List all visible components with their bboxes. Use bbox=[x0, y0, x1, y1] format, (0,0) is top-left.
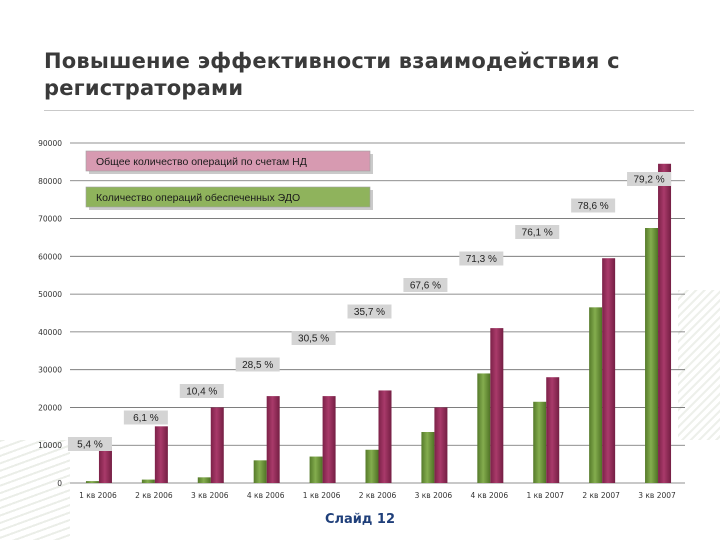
percent-label: 5,4 % bbox=[77, 440, 103, 451]
bar-total bbox=[322, 396, 336, 483]
y-tick-label: 70000 bbox=[38, 215, 62, 224]
decorative-pattern-left bbox=[0, 440, 70, 540]
bar-edo bbox=[589, 307, 603, 483]
x-tick-label: 4 кв 2006 bbox=[247, 491, 285, 500]
legend-edo-box bbox=[85, 186, 371, 208]
bar-total bbox=[378, 390, 392, 483]
bar-edo bbox=[141, 479, 155, 483]
y-tick-label: 20000 bbox=[38, 403, 62, 412]
percent-label: 79,2 % bbox=[633, 175, 664, 186]
bar-total bbox=[98, 447, 112, 483]
bar-total bbox=[210, 407, 224, 483]
percent-label-box bbox=[179, 384, 224, 398]
decorative-pattern bbox=[678, 290, 720, 440]
percent-label: 76,1 % bbox=[522, 228, 553, 239]
percent-label: 30,5 % bbox=[298, 334, 329, 345]
percent-label-box bbox=[291, 331, 336, 345]
percent-label-box bbox=[571, 198, 616, 213]
x-tick-label: 2 кв 2006 bbox=[359, 491, 397, 500]
percent-label-box bbox=[235, 357, 280, 372]
bar-total bbox=[434, 407, 448, 483]
percent-label: 35,7 % bbox=[354, 307, 385, 318]
percent-label: 67,6 % bbox=[410, 281, 441, 292]
bar-edo bbox=[533, 401, 547, 483]
bar-edo bbox=[85, 481, 99, 483]
bar-total bbox=[602, 258, 616, 483]
y-tick-label: 50000 bbox=[38, 290, 62, 299]
bar-edo bbox=[477, 373, 491, 483]
bar-total bbox=[658, 163, 672, 483]
percent-label: 71,3 % bbox=[466, 254, 497, 265]
legend-edo-label: Количество операций обеспеченных ЭДО bbox=[96, 192, 300, 204]
x-tick-label: 2 кв 2007 bbox=[582, 491, 620, 500]
x-tick-label: 3 кв 2006 bbox=[191, 491, 229, 500]
x-tick-label: 4 кв 2006 bbox=[471, 491, 509, 500]
bar-total bbox=[546, 377, 560, 483]
y-tick-label: 0 bbox=[57, 479, 62, 488]
x-tick-label: 3 кв 2006 bbox=[415, 491, 453, 500]
slide-number: Слайд 12 bbox=[324, 512, 396, 527]
percent-labels: 5,4 % 6,1 % 10,4 % 28,5 % 30,5 % 35,7 % 67,6 %… bbox=[67, 172, 672, 451]
x-tick-label: 1 кв 2006 bbox=[303, 491, 341, 500]
y-tick-label: 60000 bbox=[38, 252, 62, 261]
y-axis-ticks: 0 10000 20000 30000 40000 50000 60000 70000 8000… bbox=[38, 139, 62, 488]
bar-edo bbox=[365, 449, 379, 483]
bars bbox=[85, 163, 672, 483]
x-tick-label: 3 кв 2007 bbox=[638, 491, 676, 500]
percent-label: 28,5 % bbox=[242, 360, 273, 371]
bar-edo bbox=[253, 460, 267, 483]
bar-edo bbox=[309, 456, 323, 483]
percent-label-box bbox=[347, 304, 392, 319]
bar-edo bbox=[645, 228, 659, 483]
bar-total bbox=[490, 328, 504, 483]
x-axis-ticks: 1 кв 2006 2 кв 2006 3 кв 2006 4 кв 2006 1 кв… bbox=[79, 491, 676, 500]
y-tick-label: 40000 bbox=[38, 328, 62, 337]
legend-total-label: Общее количество операций по счетам НД bbox=[96, 156, 307, 168]
percent-label-box bbox=[403, 278, 448, 292]
slide-title: Повышение эффективности взаимодействия с… bbox=[44, 49, 620, 100]
bar-edo bbox=[197, 477, 211, 483]
bar-edo bbox=[421, 432, 435, 483]
percent-label-box bbox=[515, 225, 560, 239]
title-divider bbox=[44, 110, 694, 111]
y-tick-label: 80000 bbox=[38, 177, 62, 186]
bar-total bbox=[266, 396, 280, 483]
x-tick-label: 1 кв 2006 bbox=[79, 491, 117, 500]
percent-label: 6,1 % bbox=[133, 413, 159, 424]
percent-label-box bbox=[459, 251, 504, 266]
percent-label-box bbox=[627, 172, 672, 186]
y-tick-label: 90000 bbox=[38, 139, 62, 148]
percent-label: 10,4 % bbox=[186, 387, 217, 398]
percent-label-box bbox=[123, 410, 168, 425]
x-tick-label: 1 кв 2007 bbox=[526, 491, 564, 500]
percent-label-box bbox=[67, 437, 112, 451]
y-tick-label: 10000 bbox=[38, 441, 62, 450]
legend-total-box bbox=[85, 150, 371, 172]
y-tick-label: 30000 bbox=[38, 366, 62, 375]
legend: Общее количество операций по счетам НД Ко… bbox=[85, 150, 373, 210]
percent-label: 78,6 % bbox=[578, 201, 609, 212]
x-tick-label: 2 кв 2006 bbox=[135, 491, 173, 500]
bar-total bbox=[154, 426, 168, 483]
